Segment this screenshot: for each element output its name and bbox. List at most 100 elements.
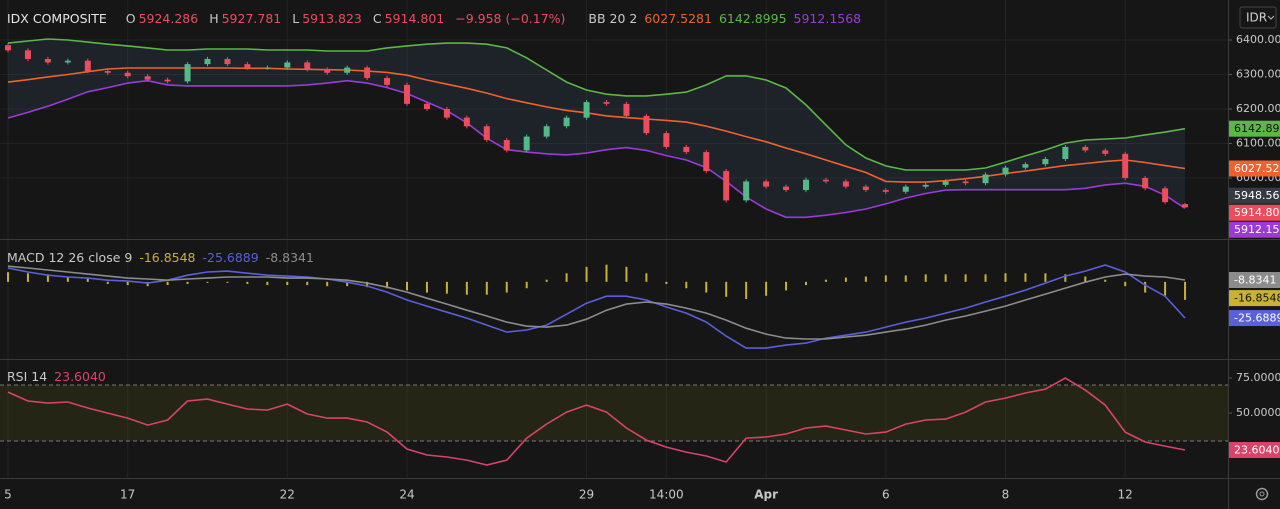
- histogram-bar: [505, 281, 508, 293]
- histogram-bar: [964, 274, 967, 282]
- candle-body: [184, 64, 191, 82]
- price-label: 5912.1568: [1234, 223, 1280, 236]
- band-line: [7, 38, 1186, 171]
- candle-body: [663, 133, 670, 147]
- histogram-bar: [1044, 273, 1047, 282]
- indicator-title: MACD 12 26 close 9: [7, 250, 133, 265]
- histogram-bar: [884, 275, 887, 282]
- histogram-bar: [406, 281, 408, 291]
- symbol-title: IDX COMPOSITE: [7, 11, 107, 26]
- histogram-bar: [46, 274, 49, 282]
- histogram-bar: [824, 279, 827, 282]
- histogram-bar: [186, 281, 189, 284]
- y-tick-label: 6300.00: [1236, 68, 1280, 81]
- band-fill: [0, 385, 1228, 442]
- y-tick-label: 50.0000: [1236, 406, 1280, 419]
- candle-body: [603, 102, 610, 104]
- x-tick-label: 29: [579, 488, 594, 502]
- candle-body: [803, 179, 809, 191]
- candle-body: [304, 62, 311, 70]
- histogram-bar: [745, 281, 748, 299]
- price-label: 23.6040: [1234, 443, 1280, 456]
- candle-body: [1142, 177, 1149, 189]
- candle-body: [1002, 167, 1009, 175]
- indicator-value: -8.8341: [265, 250, 314, 265]
- y-tick-label: 6400.00: [1236, 33, 1280, 46]
- candle-body: [244, 64, 251, 68]
- price-label-bg: [1229, 441, 1280, 458]
- price-label: 5914.801: [1234, 206, 1280, 219]
- histogram-bar: [346, 281, 349, 287]
- candle-body: [24, 50, 31, 59]
- histogram-bar: [266, 281, 269, 286]
- histogram-bar: [645, 273, 648, 282]
- price-label-bg: [1229, 187, 1280, 204]
- histogram-bar: [904, 275, 907, 282]
- candle-body: [563, 117, 570, 127]
- settings-icon[interactable]: [1255, 487, 1269, 501]
- open-value: 5924.286: [138, 11, 199, 26]
- candle-body: [64, 60, 71, 63]
- indicator-value: 6142.8995: [718, 11, 787, 26]
- histogram-bar: [765, 281, 768, 296]
- indicator-line: [7, 265, 1186, 340]
- candle-body: [862, 186, 869, 191]
- histogram-bar: [1124, 281, 1127, 287]
- histogram-bar: [725, 281, 728, 297]
- indicator-line: [7, 264, 1186, 349]
- price-label: -25.6889: [1234, 312, 1280, 325]
- histogram-bar: [326, 281, 329, 287]
- histogram-bar: [924, 274, 927, 282]
- candle-body: [284, 62, 291, 68]
- candle-body: [643, 115, 650, 134]
- histogram-bar: [1144, 281, 1147, 293]
- histogram-bar: [585, 266, 588, 282]
- histogram-bar: [1104, 279, 1107, 282]
- histogram-bar: [685, 281, 688, 289]
- candle-body: [583, 102, 590, 118]
- histogram-bar: [386, 281, 389, 289]
- candle-body: [84, 60, 91, 72]
- histogram-bar: [864, 276, 867, 282]
- candle-body: [264, 67, 271, 69]
- candle-body: [783, 186, 790, 191]
- price-label: 6027.5281: [1234, 162, 1280, 175]
- indicator-value: -16.8548: [139, 250, 196, 265]
- indicator-title: RSI 14: [7, 369, 48, 384]
- histogram-bar: [665, 281, 668, 284]
- candle-body: [1062, 146, 1069, 160]
- currency-button[interactable]: [1239, 6, 1277, 29]
- histogram-bar: [425, 281, 428, 293]
- histogram-bar: [525, 281, 528, 289]
- currency[interactable]: IDR: [1246, 11, 1267, 25]
- indicator-title: BB 20 2: [588, 11, 638, 26]
- candle-body: [982, 174, 989, 184]
- gear-ring[interactable]: [1255, 487, 1269, 501]
- indicator-value: 6027.5281: [644, 11, 712, 26]
- price-label: -8.8341: [1234, 274, 1276, 287]
- histogram-bar: [306, 281, 309, 286]
- histogram-bar: [7, 272, 9, 282]
- histogram-bar: [1184, 281, 1187, 300]
- candle-body: [763, 181, 770, 187]
- indicator-value: 5912.1568: [793, 11, 862, 26]
- histogram-bar: [485, 281, 488, 295]
- x-tick-label: 22: [280, 488, 295, 502]
- indicator-value: -25.6889: [202, 250, 259, 265]
- histogram-bar: [106, 281, 109, 284]
- indicator-value: 23.6040: [54, 369, 106, 384]
- candle-body: [902, 186, 909, 192]
- histogram-bar: [206, 281, 209, 283]
- candle-body: [404, 84, 410, 104]
- gear-hub[interactable]: [1259, 491, 1265, 497]
- band-fill: [8, 39, 1185, 218]
- histogram-bar: [166, 281, 169, 286]
- histogram-bar: [26, 273, 29, 282]
- candle-body: [44, 58, 51, 63]
- histogram-bar: [246, 281, 249, 284]
- candle-body: [1042, 159, 1049, 165]
- candle-body: [842, 181, 849, 187]
- histogram-bar: [286, 281, 289, 286]
- macd-legend: MACD 12 26 close 9 -16.8548 -25.6889 -8.…: [7, 250, 317, 265]
